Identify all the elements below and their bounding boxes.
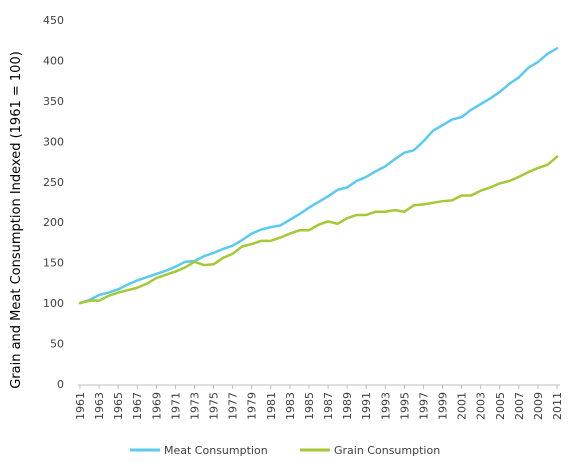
y-tick-label: 150 <box>43 257 64 270</box>
legend-label-grain: Grain Consumption <box>334 444 440 457</box>
y-tick-label: 100 <box>43 297 64 310</box>
x-tick-label: 1965 <box>112 392 125 420</box>
x-tick-label: 2007 <box>513 392 526 420</box>
x-tick-label: 2011 <box>551 392 564 420</box>
legend-label-meat: Meat Consumption <box>164 444 268 457</box>
x-tick-label: 1993 <box>379 392 392 420</box>
x-tick-label: 1997 <box>417 392 430 420</box>
y-tick-label: 350 <box>43 95 64 108</box>
x-tick-label: 1983 <box>284 392 297 420</box>
x-axis-ticks: 1961 1963 1965 1967 1969 1971 1973 1975 1977 1979… <box>74 385 564 420</box>
x-tick-label: 1971 <box>169 392 182 420</box>
y-tick-label: 50 <box>50 338 64 351</box>
x-tick-label: 2009 <box>532 392 545 420</box>
x-tick-label: 1961 <box>74 392 87 420</box>
x-tick-label: 1975 <box>208 392 221 420</box>
x-tick-label: 1963 <box>93 392 106 420</box>
x-tick-label: 1989 <box>341 392 354 420</box>
x-tick-label: 2001 <box>456 392 469 420</box>
series-lines <box>78 47 559 305</box>
y-tick-label: 450 <box>43 14 64 27</box>
series-line-meat <box>78 47 559 305</box>
y-axis-label: Grain and Meat Consumption Indexed (1961… <box>9 51 24 389</box>
x-tick-label: 1981 <box>265 392 278 420</box>
x-tick-label: 1995 <box>398 392 411 420</box>
x-tick-label: 1969 <box>150 392 163 420</box>
y-tick-label: 0 <box>57 378 64 391</box>
x-tick-label: 1985 <box>303 392 316 420</box>
x-tick-label: 1991 <box>360 392 373 420</box>
y-tick-label: 250 <box>43 176 64 189</box>
x-tick-label: 2005 <box>494 392 507 420</box>
y-axis-ticks: 0 50 100 150 200 250 300 350 400 450 <box>43 14 64 391</box>
x-tick-label: 1999 <box>437 392 450 420</box>
y-tick-label: 200 <box>43 216 64 229</box>
x-tick-label: 1979 <box>246 392 259 420</box>
x-tick-label: 1987 <box>322 392 335 420</box>
series-line-grain <box>78 155 559 305</box>
legend: Meat Consumption Grain Consumption <box>130 444 440 457</box>
y-tick-label: 400 <box>43 54 64 67</box>
y-tick-label: 300 <box>43 135 64 148</box>
x-tick-label: 1977 <box>227 392 240 420</box>
x-tick-label: 2003 <box>475 392 488 420</box>
x-tick-label: 1973 <box>188 392 201 420</box>
x-tick-label: 1967 <box>131 392 144 420</box>
